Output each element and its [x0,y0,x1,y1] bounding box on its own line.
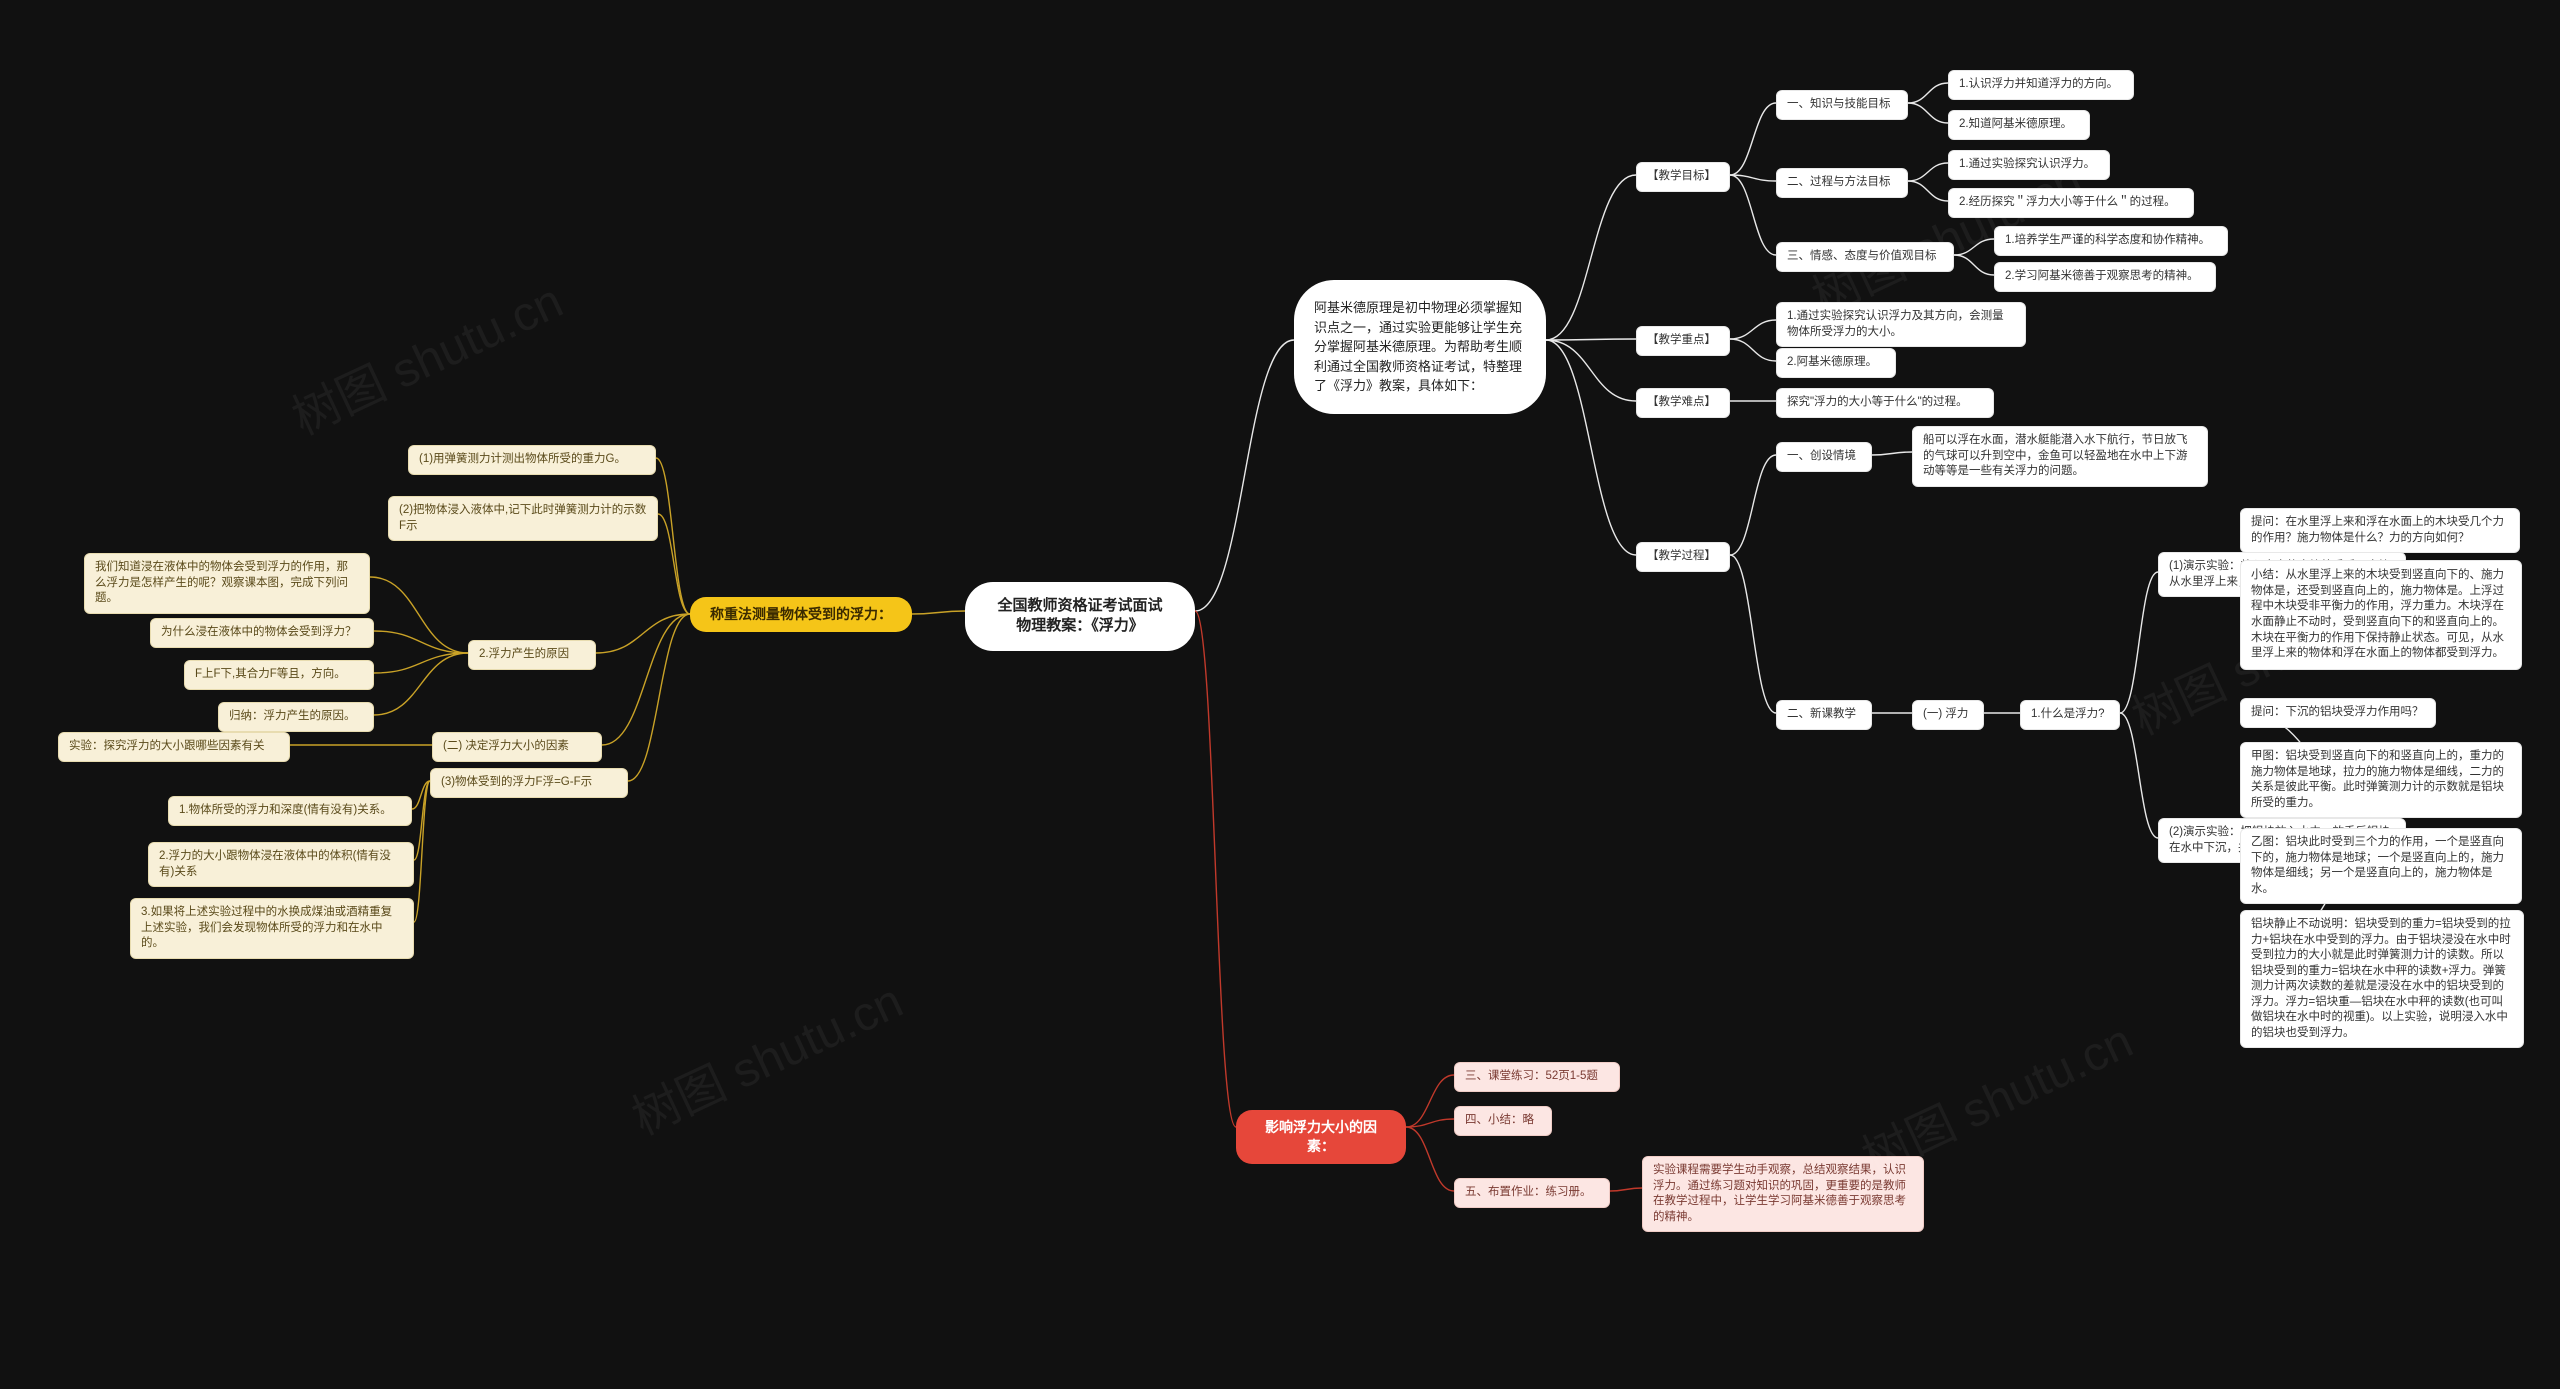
mindmap-node: 四、小结：略 [1454,1106,1552,1136]
mindmap-node: 船可以浮在水面，潜水艇能潜入水下航行，节日放飞的气球可以升到空中，金鱼可以轻盈地… [1912,426,2208,487]
mindmap-node: 实验课程需要学生动手观察，总结观察结果，认识浮力。通过练习题对知识的巩固，更重要… [1642,1156,1924,1232]
mindmap-node: 归纳：浮力产生的原因。 [218,702,374,732]
mindmap-node: (二) 决定浮力大小的因素 [432,732,602,762]
mindmap-node: (3)物体受到的浮力F浮=G-F示 [430,768,628,798]
mindmap-node: 小结：从水里浮上来的木块受到竖直向下的、施力物体是，还受到竖直向上的，施力物体是… [2240,560,2522,670]
mindmap-node: 1.什么是浮力? [2020,700,2120,730]
mindmap-node: 1.认识浮力并知道浮力的方向。 [1948,70,2134,100]
mindmap-node: (1)用弹簧测力计测出物体所受的重力G。 [408,445,656,475]
mindmap-node: 铝块静止不动说明：铝块受到的重力=铝块受到的拉力+铝块在水中受到的浮力。由于铝块… [2240,910,2524,1048]
mindmap-root: 全国教师资格证考试面试 物理教案：《浮力》 [965,582,1195,651]
mindmap-node: 2.知道阿基米德原理。 [1948,110,2090,140]
mindmap-node: 甲图：铝块受到竖直向下的和竖直向上的，重力的施力物体是地球，拉力的施力物体是细线… [2240,742,2522,818]
mindmap-node: 1.通过实验探究认识浮力。 [1948,150,2110,180]
mindmap-node: 2.经历探究＂浮力大小等于什么＂的过程。 [1948,188,2194,218]
mindmap-node: (一) 浮力 [1912,700,1984,730]
mindmap-node: 【教学重点】 [1636,326,1730,356]
branch-main-left: 称重法测量物体受到的浮力： [690,597,912,632]
mindmap-node: 3.如果将上述实验过程中的水换成煤油或酒精重复上述实验，我们会发现物体所受的浮力… [130,898,414,959]
mindmap-node: 乙图：铝块此时受到三个力的作用，一个是竖直向下的，施力物体是地球；一个是竖直向上… [2240,828,2522,904]
mindmap-node: F上F下,其合力F等且，方向。 [184,660,374,690]
mindmap-node: 二、过程与方法目标 [1776,168,1908,198]
mindmap-node: 1.培养学生严谨的科学态度和协作精神。 [1994,226,2228,256]
mindmap-node: 2.浮力产生的原因 [468,640,596,670]
mindmap-node: (2)把物体浸入液体中,记下此时弹簧测力计的示数F示 [388,496,658,541]
branch-main-up: 阿基米德原理是初中物理必须掌握知识点之一，通过实验更能够让学生充分掌握阿基米德原… [1294,280,1546,414]
mindmap-node: 【教学过程】 [1636,542,1730,572]
mindmap-node: 2.学习阿基米德善于观察思考的精神。 [1994,262,2216,292]
mindmap-node: 三、课堂练习：52页1-5题 [1454,1062,1620,1092]
mindmap-node: 一、创设情境 [1776,442,1872,472]
watermark: 树图 shutu.cn [619,962,912,1148]
mindmap-node: 1.物体所受的浮力和深度(情有没有)关系。 [168,796,412,826]
mindmap-node: 提问：下沉的铝块受浮力作用吗？ [2240,698,2436,728]
mindmap-node: 1.通过实验探究认识浮力及其方向，会测量物体所受浮力的大小。 [1776,302,2026,347]
mindmap-node: 【教学目标】 [1636,162,1730,192]
mindmap-node: 探究"浮力的大小等于什么"的过程。 [1776,388,1994,418]
mindmap-node: 五、布置作业：练习册。 [1454,1178,1610,1208]
mindmap-node: 三、情感、态度与价值观目标 [1776,242,1954,272]
mindmap-node: 【教学难点】 [1636,388,1730,418]
mindmap-node: 2.阿基米德原理。 [1776,348,1896,378]
watermark: 树图 shutu.cn [279,262,572,448]
mindmap-node: 实验：探究浮力的大小跟哪些因素有关 [58,732,290,762]
mindmap-node: 为什么浸在液体中的物体会受到浮力？ [150,618,374,648]
mindmap-node: 我们知道浸在液体中的物体会受到浮力的作用，那么浮力是怎样产生的呢？观察课本图，完… [84,553,370,614]
branch-main-down: 影响浮力大小的因素： [1236,1110,1406,1164]
mindmap-node: 二、新课教学 [1776,700,1872,730]
node-layer: 全国教师资格证考试面试 物理教案：《浮力》 称重法测量物体受到的浮力： (1)用弹簧… [0,0,2560,1389]
mindmap-node: 2.浮力的大小跟物体浸在液体中的体积(情有没有)关系 [148,842,414,887]
mindmap-node: 一、知识与技能目标 [1776,90,1908,120]
mindmap-node: 提问：在水里浮上来和浮在水面上的木块受几个力的作用？施力物体是什么？力的方向如何… [2240,508,2520,553]
